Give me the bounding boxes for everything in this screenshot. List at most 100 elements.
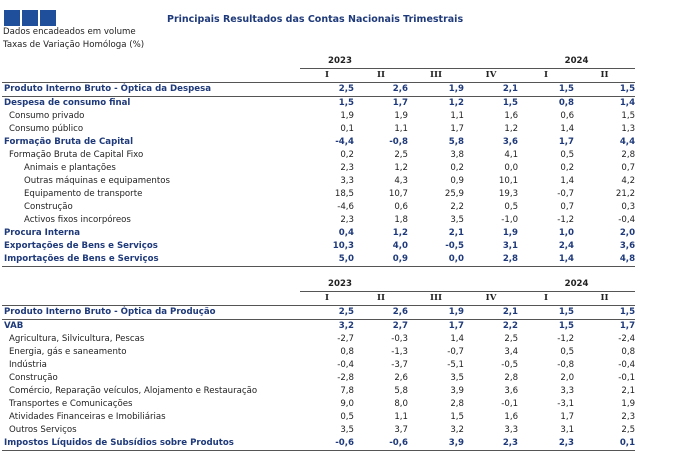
row-value: -0,4 — [618, 360, 636, 370]
table-row: Consumo público 0,1 1,1 1,7 1,2 1,4 1,3 — [2, 123, 635, 136]
row-value: 3,6 — [619, 241, 636, 251]
row-value: -4,4 — [335, 137, 354, 147]
row-value: 2,2 — [450, 202, 464, 212]
row-value: 0,5 — [340, 412, 354, 422]
row-value: 1,1 — [394, 412, 408, 422]
table-row: Comércio, Reparação veículos, Alojamento… — [2, 385, 635, 398]
row-value: 10,3 — [332, 241, 354, 251]
row-value: 1,5 — [450, 412, 464, 422]
row-value: 2,5 — [504, 334, 519, 344]
row-value: 1,6 — [504, 111, 519, 121]
row-value: 2,2 — [502, 321, 519, 331]
row-value: 3,3 — [340, 176, 354, 186]
quarter-header: II — [354, 291, 408, 306]
row-value: -0,5 — [445, 241, 464, 251]
row-value: 4,3 — [394, 176, 408, 186]
table-row: Agricultura, Silvicultura, Pescas -2,7 -0,… — [2, 333, 635, 346]
table-row: Animais e plantações 2,3 1,2 0,2 0,0 0,2 0,7 — [2, 162, 635, 175]
row-value: 0,8 — [340, 347, 354, 357]
table-row: VAB 3,2 2,7 1,7 2,2 1,5 1,7 — [2, 320, 635, 334]
row-label: Construção — [9, 373, 58, 383]
row-value: 0,8 — [558, 98, 575, 108]
row-value: 10,1 — [498, 176, 519, 186]
row-value: -0,6 — [300, 437, 354, 451]
row-value: 2,3 — [621, 412, 636, 422]
row-value: 0,5 — [504, 202, 519, 212]
row-value: 1,7 — [560, 412, 575, 422]
row-value: -0,1 — [618, 373, 636, 383]
row-value: 2,4 — [558, 241, 575, 251]
row-value: 3,1 — [502, 241, 519, 251]
row-value: 1,4 — [518, 253, 575, 267]
year-2024-header: 2024 — [518, 55, 636, 69]
row-value: 2,3 — [464, 437, 519, 451]
row-value: 2,8 — [621, 150, 636, 160]
row-value: 1,5 — [338, 98, 354, 108]
row-value: 1,9 — [408, 305, 464, 320]
row-value: 1,5 — [518, 305, 575, 320]
quarter-header: III — [408, 68, 464, 83]
row-label: Produto Interno Bruto - Óptica da Despes… — [2, 82, 300, 97]
row-value: 19,3 — [498, 189, 519, 199]
row-value: -0,7 — [447, 347, 464, 357]
row-value: -4,6 — [337, 202, 354, 212]
row-label: Atividades Financeiras e Imobiliárias — [9, 412, 166, 422]
row-value: 1,4 — [560, 124, 575, 134]
table-row: Produto Interno Bruto - Óptica da Produç… — [2, 305, 636, 320]
row-value: -1,0 — [501, 215, 519, 225]
production-table: 2023 2024 I II III IV I II Produto Interno Bruto… — [2, 278, 636, 451]
row-value: 0,0 — [504, 163, 519, 173]
row-value: 3,1 — [560, 425, 575, 435]
page-title: Principais Resultados das Contas Naciona… — [167, 14, 464, 25]
logo-block-1 — [4, 10, 20, 26]
row-value: 3,9 — [408, 437, 464, 451]
quarter-header: I — [300, 291, 354, 306]
subtitle-line-1: Dados encadeados em volume — [3, 27, 136, 37]
table-row: Despesa de consumo final 1,5 1,7 1,2 1,5 0,8 1… — [2, 97, 635, 111]
row-label: Formação Bruta de Capital Fixo — [9, 150, 144, 160]
row-value: 1,1 — [450, 111, 464, 121]
row-label: Despesa de consumo final — [4, 98, 131, 108]
row-value: 3,5 — [340, 425, 354, 435]
table-row: Transportes e Comunicações 9,0 8,0 2,8 -0,1 -… — [2, 398, 635, 411]
row-value: -0,1 — [501, 399, 519, 409]
quarter-header-row: I II III IV I II — [2, 291, 636, 306]
row-value: 0,2 — [340, 150, 354, 160]
table-row: Atividades Financeiras e Imobiliárias 0,5… — [2, 411, 635, 424]
row-value: 1,5 — [621, 111, 636, 121]
row-label: Outras máquinas e equipamentos — [24, 176, 170, 186]
row-value: 0,7 — [621, 163, 636, 173]
row-value: 0,8 — [621, 347, 636, 357]
row-value: 1,5 — [558, 321, 575, 331]
row-value: 2,5 — [300, 305, 354, 320]
row-value: 3,7 — [394, 425, 408, 435]
row-value: 0,6 — [560, 111, 575, 121]
row-value: 2,5 — [394, 150, 408, 160]
logo-blocks — [4, 10, 56, 26]
row-value: -0,6 — [354, 437, 408, 451]
row-value: 2,6 — [354, 82, 408, 97]
year-2023-header: 2023 — [300, 278, 519, 292]
row-value: 2,8 — [504, 373, 519, 383]
row-value: 1,8 — [394, 215, 408, 225]
table-row: Construção -4,6 0,6 2,2 0,5 0,7 0,3 — [2, 201, 635, 214]
row-value: 3,2 — [450, 425, 464, 435]
row-value: 0,5 — [560, 150, 575, 160]
row-label: VAB — [4, 321, 24, 331]
row-value: 25,9 — [444, 189, 464, 199]
row-value: 5,8 — [394, 386, 408, 396]
row-value: 1,2 — [504, 124, 519, 134]
row-label: Impostos Líquidos de Subsídios sobre Pro… — [2, 437, 300, 451]
row-value: 1,3 — [621, 124, 636, 134]
row-value: 2,5 — [300, 82, 354, 97]
row-value: 1,1 — [394, 124, 408, 134]
row-value: 3,2 — [338, 321, 354, 331]
row-label: Formação Bruta de Capital — [4, 137, 134, 147]
quarter-header: II — [354, 68, 408, 83]
row-value: -2,8 — [337, 373, 354, 383]
row-value: 18,5 — [334, 189, 354, 199]
row-value: -0,5 — [501, 360, 519, 370]
row-value: 5,8 — [448, 137, 464, 147]
row-value: 1,7 — [450, 124, 464, 134]
row-value: 2,0 — [560, 373, 575, 383]
